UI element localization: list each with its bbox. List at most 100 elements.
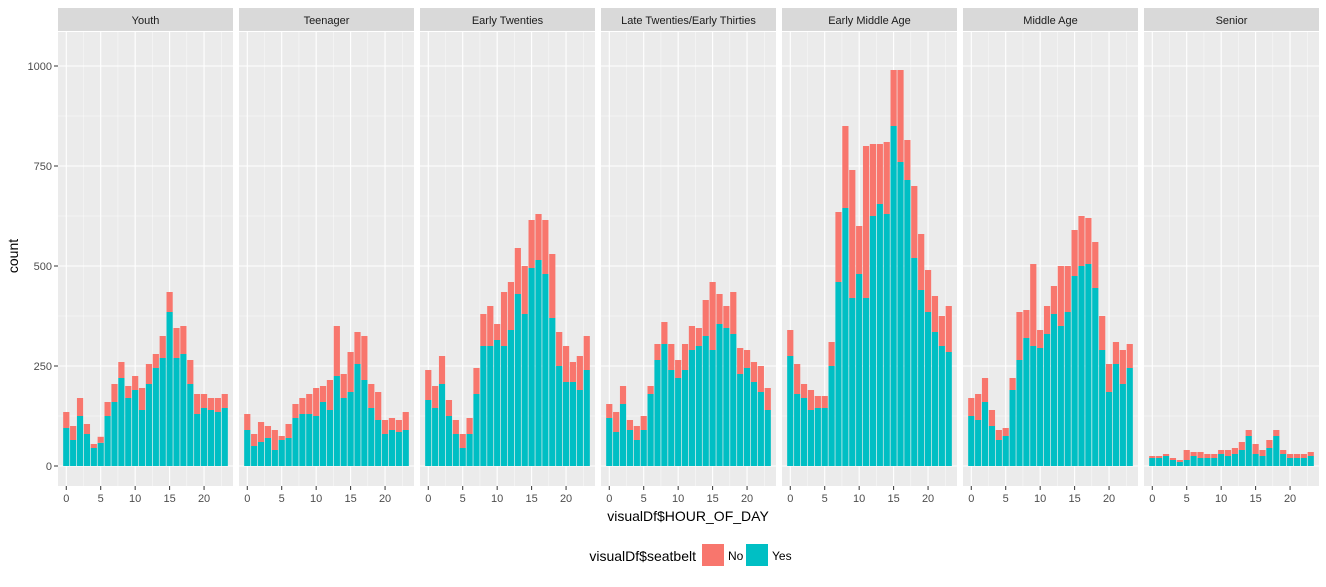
bar-yes: [152, 368, 159, 466]
bar-no: [1112, 342, 1120, 364]
bar-no: [528, 220, 535, 268]
bar-yes: [716, 324, 723, 466]
bar-no: [251, 434, 258, 446]
bar-no: [1197, 452, 1204, 458]
bar-no: [166, 292, 173, 312]
bar-no: [702, 300, 709, 336]
bar-yes: [981, 402, 989, 466]
bar-yes: [1023, 338, 1030, 466]
bar-no: [319, 386, 327, 402]
bar-yes: [1092, 288, 1099, 466]
x-tick-label: 15: [1068, 493, 1080, 505]
bar-no: [764, 388, 771, 410]
bar-no: [480, 314, 487, 346]
bar-yes: [425, 400, 432, 466]
facet-strip-label: Early Twenties: [472, 15, 544, 27]
bar-no: [1119, 350, 1126, 384]
bar-no: [981, 378, 989, 402]
bar-no: [159, 336, 166, 358]
bar-no: [613, 412, 620, 432]
bar-yes: [661, 344, 668, 466]
x-tick-label: 10: [129, 493, 141, 505]
x-tick-label: 20: [1103, 493, 1115, 505]
bar-no: [125, 386, 132, 398]
bar-no: [388, 418, 396, 430]
bar-no: [835, 212, 842, 282]
bar-no: [132, 376, 139, 390]
bar-no: [918, 234, 925, 290]
bar-no: [299, 398, 306, 414]
bar-no: [1002, 428, 1009, 436]
facet-strip-label: Teenager: [304, 15, 350, 27]
x-tick-label: 20: [1284, 493, 1296, 505]
bar-no: [897, 70, 904, 162]
bar-no: [1050, 286, 1058, 314]
legend-key-no: [702, 544, 724, 566]
bar-no: [381, 420, 389, 434]
bar-yes: [883, 214, 890, 466]
x-tick-label: 0: [63, 493, 69, 505]
bar-yes: [278, 440, 285, 466]
x-tick-label: 0: [244, 493, 250, 505]
x-tick-label: 15: [525, 493, 537, 505]
bar-yes: [576, 390, 583, 466]
bar-no: [395, 420, 402, 432]
legend: visualDf$seatbelt No Yes: [589, 544, 792, 566]
bar-yes: [1252, 454, 1259, 466]
bar-no: [556, 332, 563, 366]
bar-yes: [945, 352, 952, 466]
bar-yes: [1009, 390, 1016, 466]
x-tick-label: 20: [922, 493, 934, 505]
bar-no: [695, 328, 702, 346]
bar-yes: [70, 440, 77, 466]
bar-yes: [138, 410, 146, 466]
bar-no: [1300, 454, 1307, 458]
legend-key-yes: [746, 544, 768, 566]
bar-no: [814, 396, 821, 408]
facet-panel: Middle Age 0 5 10 15 20: [963, 8, 1138, 505]
bar-yes: [264, 438, 272, 466]
bar-yes: [730, 334, 737, 466]
bar-yes: [347, 392, 354, 466]
bar-no: [118, 362, 125, 378]
bar-yes: [1030, 346, 1037, 466]
bar-yes: [737, 374, 744, 466]
bar-no: [675, 360, 682, 378]
bar-yes: [76, 416, 84, 466]
x-tick-label: 0: [1149, 493, 1155, 505]
bar-no: [354, 332, 361, 364]
bar-yes: [626, 430, 634, 466]
bar-no: [1162, 454, 1170, 456]
facet-strip-label: Early Middle Age: [828, 15, 911, 27]
bar-yes: [1300, 458, 1307, 466]
bar-no: [1009, 378, 1016, 390]
bar-yes: [654, 360, 661, 466]
x-tick-label: 5: [1184, 493, 1190, 505]
bar-no: [668, 344, 675, 370]
bar-yes: [361, 380, 368, 466]
bar-no: [569, 362, 577, 382]
bar-yes: [145, 384, 153, 466]
bar-no: [1016, 312, 1023, 360]
bar-no: [459, 434, 466, 448]
x-tick-label: 5: [641, 493, 647, 505]
bar-no: [1176, 460, 1183, 462]
bar-no: [1043, 306, 1051, 334]
bar-yes: [1245, 436, 1252, 466]
bar-no: [306, 394, 313, 414]
bar-yes: [214, 412, 221, 466]
bar-yes: [445, 416, 453, 466]
bar-no: [730, 292, 737, 334]
facet-strip: [782, 8, 957, 31]
bar-no: [1099, 316, 1106, 350]
bar-yes: [835, 282, 842, 466]
bar-yes: [931, 332, 939, 466]
x-tick-label: 15: [163, 493, 175, 505]
bar-no: [737, 348, 744, 374]
bar-yes: [480, 346, 487, 466]
bar-no: [1238, 442, 1245, 450]
bar-yes: [794, 394, 801, 466]
bar-no: [743, 350, 751, 368]
bar-yes: [569, 382, 577, 466]
